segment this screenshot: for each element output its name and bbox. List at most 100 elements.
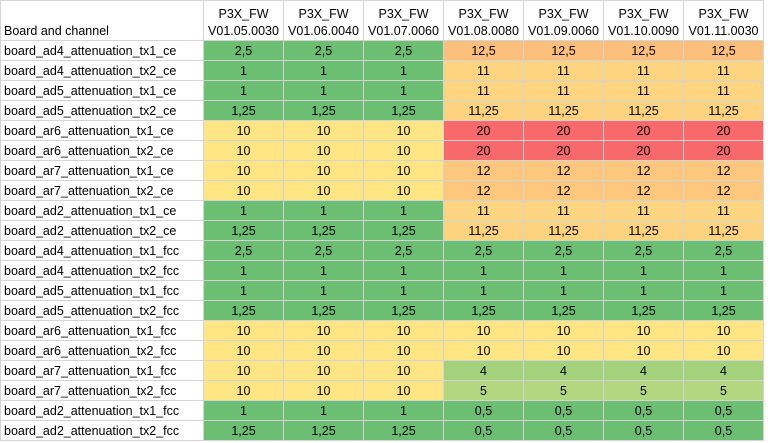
value-cell: 12 xyxy=(523,160,604,181)
value-cell: 10 xyxy=(363,180,444,201)
value-cell: 12 xyxy=(443,180,524,201)
row-label: board_ad5_attenuation_tx2_ce xyxy=(0,100,204,121)
row-label: board_ar7_attenuation_tx1_ce xyxy=(0,160,204,181)
value-cell: 2,5 xyxy=(443,240,524,261)
value-cell: 1 xyxy=(683,260,764,281)
table-row: board_ar6_attenuation_tx1_ce 10 10 10 20 20 20… xyxy=(0,120,764,141)
table-row: board_ad5_attenuation_tx1_ce 1 1 1 11 11 11 11 xyxy=(0,80,764,101)
table-row: board_ad2_attenuation_tx1_fcc 1 1 1 0,5 0,5 0,… xyxy=(0,400,764,421)
header-cell: P3X_FW V01.07.0060 xyxy=(363,0,444,41)
value-cell: 10 xyxy=(443,320,524,341)
table-row: board_ad5_attenuation_tx2_fcc 1,25 1,25 1,2… xyxy=(0,300,764,321)
value-cell: 5 xyxy=(603,380,684,401)
column-name: P3X_FW xyxy=(458,7,509,21)
value-cell: 1 xyxy=(363,200,444,221)
value-cell: 12,5 xyxy=(683,40,764,61)
column-version: V01.10.0090 xyxy=(608,24,679,38)
value-cell: 11,25 xyxy=(603,100,684,121)
value-cell: 10 xyxy=(363,360,444,381)
row-label: board_ad5_attenuation_tx1_ce xyxy=(0,80,204,101)
value-cell: 10 xyxy=(203,160,284,181)
value-cell: 10 xyxy=(283,320,364,341)
value-cell: 1 xyxy=(363,60,444,81)
header-cell: P3X_FW V01.10.0090 xyxy=(603,0,684,41)
value-cell: 10 xyxy=(283,140,364,161)
column-name: P3X_FW xyxy=(218,7,269,21)
value-cell: 11 xyxy=(603,60,684,81)
value-cell: 11,25 xyxy=(523,100,604,121)
value-cell: 1 xyxy=(203,260,284,281)
value-cell: 1 xyxy=(203,80,284,101)
value-cell: 2,5 xyxy=(603,240,684,261)
column-name: P3X_FW xyxy=(378,7,429,21)
value-cell: 1 xyxy=(683,280,764,301)
value-cell: 11 xyxy=(443,200,524,221)
value-cell: 10 xyxy=(203,140,284,161)
row-label: board_ad4_attenuation_tx1_ce xyxy=(0,40,204,61)
row-label: board_ar6_attenuation_tx1_fcc xyxy=(0,320,204,341)
table-row: board_ad4_attenuation_tx1_fcc 2,5 2,5 2,5 2,… xyxy=(0,240,764,261)
row-label: board_ar7_attenuation_tx1_fcc xyxy=(0,360,204,381)
value-cell: 0,5 xyxy=(603,420,684,441)
value-cell: 11 xyxy=(683,60,764,81)
value-cell: 0,5 xyxy=(683,400,764,421)
value-cell: 10 xyxy=(283,340,364,361)
row-label: board_ad4_attenuation_tx1_fcc xyxy=(0,240,204,261)
value-cell: 1,25 xyxy=(363,300,444,321)
table-row: board_ar7_attenuation_tx2_ce 10 10 10 12 12 12… xyxy=(0,180,764,201)
value-cell: 5 xyxy=(443,380,524,401)
column-name: P3X_FW xyxy=(618,7,669,21)
value-cell: 12,5 xyxy=(603,40,684,61)
value-cell: 11,25 xyxy=(603,220,684,241)
value-cell: 1,25 xyxy=(203,100,284,121)
row-label: board_ad2_attenuation_tx2_ce xyxy=(0,220,204,241)
value-cell: 10 xyxy=(683,340,764,361)
value-cell: 10 xyxy=(363,160,444,181)
value-cell: 10 xyxy=(363,380,444,401)
row-label: board_ad2_attenuation_tx1_ce xyxy=(0,200,204,221)
column-version: V01.11.0030 xyxy=(688,24,759,38)
value-cell: 11,25 xyxy=(443,220,524,241)
column-version: V01.07.0060 xyxy=(368,24,439,38)
value-cell: 12,5 xyxy=(443,40,524,61)
value-cell: 1 xyxy=(283,260,364,281)
table-row: board_ad2_attenuation_tx1_ce 1 1 1 11 11 11 11 xyxy=(0,200,764,221)
column-version: V01.09.0060 xyxy=(528,24,599,38)
value-cell: 1,25 xyxy=(283,300,364,321)
value-cell: 10 xyxy=(523,340,604,361)
value-cell: 1 xyxy=(523,260,604,281)
column-name: P3X_FW xyxy=(698,7,749,21)
value-cell: 1 xyxy=(283,60,364,81)
header-row: Board and channel P3X_FW V01.05.0030 P3X_F… xyxy=(0,0,764,41)
value-cell: 10 xyxy=(203,180,284,201)
value-cell: 1 xyxy=(603,280,684,301)
value-cell: 20 xyxy=(683,140,764,161)
value-cell: 2,5 xyxy=(363,40,444,61)
value-cell: 11 xyxy=(523,80,604,101)
value-cell: 1,25 xyxy=(363,420,444,441)
value-cell: 1,25 xyxy=(363,100,444,121)
value-cell: 10 xyxy=(363,140,444,161)
row-label: board_ar6_attenuation_tx2_ce xyxy=(0,140,204,161)
value-cell: 4 xyxy=(523,360,604,381)
value-cell: 2,5 xyxy=(283,240,364,261)
value-cell: 1 xyxy=(203,400,284,421)
value-cell: 1,25 xyxy=(603,300,684,321)
value-cell: 11,25 xyxy=(683,220,764,241)
column-version: V01.08.0080 xyxy=(448,24,519,38)
value-cell: 12,5 xyxy=(523,40,604,61)
value-cell: 1 xyxy=(523,280,604,301)
value-cell: 0,5 xyxy=(443,420,524,441)
column-name: P3X_FW xyxy=(298,7,349,21)
value-cell: 20 xyxy=(603,120,684,141)
value-cell: 4 xyxy=(683,360,764,381)
row-label: board_ad5_attenuation_tx2_fcc xyxy=(0,300,204,321)
table-row: board_ad2_attenuation_tx2_ce 1,25 1,25 1,25… xyxy=(0,220,764,241)
value-cell: 4 xyxy=(443,360,524,381)
value-cell: 10 xyxy=(363,320,444,341)
value-cell: 11 xyxy=(443,80,524,101)
value-cell: 0,5 xyxy=(523,420,604,441)
value-cell: 10 xyxy=(283,180,364,201)
value-cell: 20 xyxy=(443,140,524,161)
